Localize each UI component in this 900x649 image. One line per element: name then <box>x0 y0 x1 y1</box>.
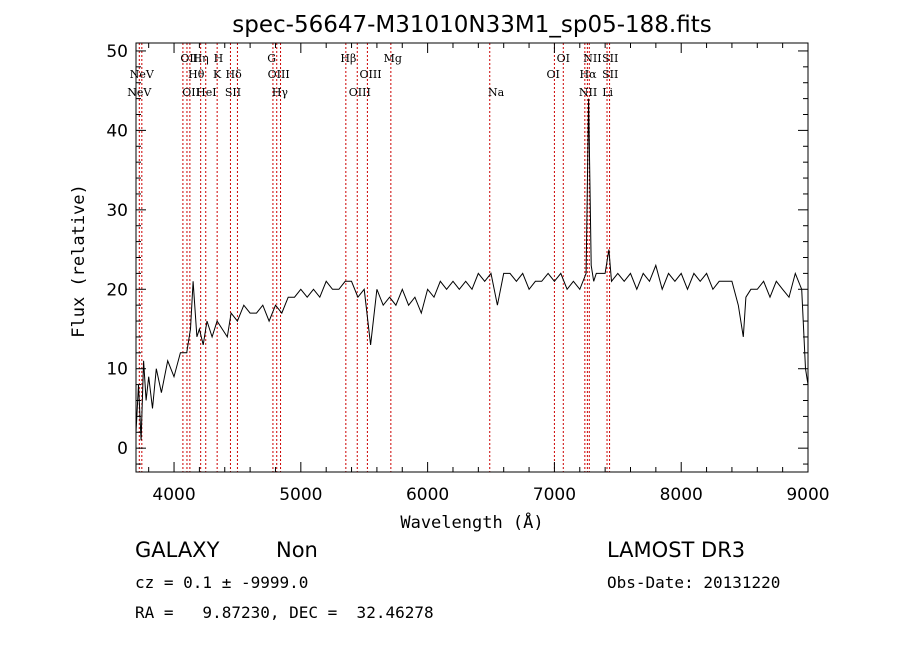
spectrum-line <box>135 98 809 441</box>
emission-line-label: Hη <box>193 52 209 65</box>
x-axis-label: Wavelength (Å) <box>400 511 543 533</box>
emission-line-label: G <box>267 52 276 65</box>
redshift-readout: cz = 0.1 ± -9999.0 <box>135 573 309 592</box>
emission-line-label: Na <box>488 86 505 99</box>
emission-line-label: OIII <box>360 68 382 81</box>
emission-line-label: Mg <box>384 52 402 65</box>
y-axis-label: Flux (relative) <box>69 184 89 338</box>
y-tick-label: 40 <box>106 121 128 141</box>
emission-line-label: OI <box>557 52 570 65</box>
x-tick-label: 6000 <box>406 485 449 505</box>
x-tick-label: 8000 <box>660 485 703 505</box>
chart-title: spec-56647-M31010N33M1_sp05-188.fits <box>232 12 711 38</box>
emission-line-label: NII <box>583 52 601 65</box>
x-tick-label: 9000 <box>786 485 829 505</box>
x-tick-label: 5000 <box>279 485 322 505</box>
y-tick-label: 10 <box>106 360 128 380</box>
y-tick-label: 20 <box>106 280 128 300</box>
object-type: GALAXY <box>135 538 220 562</box>
y-tick-label: 50 <box>106 42 128 62</box>
plot-frame <box>135 42 809 473</box>
emission-line-label: OII <box>180 52 198 65</box>
emission-line-label: NII <box>579 86 597 99</box>
emission-line-label: Hθ <box>188 68 205 81</box>
emission-line-label: NeV <box>127 86 152 99</box>
y-axis-ticks: 0 10 20 30 40 50 <box>106 42 808 465</box>
emission-line-label: OII <box>182 86 200 99</box>
emission-line-label: Hγ <box>272 86 289 99</box>
emission-line-markers <box>138 43 611 472</box>
emission-line-label: OI <box>546 68 559 81</box>
x-tick-label: 4000 <box>152 485 195 505</box>
emission-line-label: NeV <box>130 68 155 81</box>
emission-line-label: SII <box>602 68 618 81</box>
x-axis-ticks: 4000 5000 6000 7000 8000 9000 <box>148 43 830 505</box>
coordinates-readout: RA = 9.87230, DEC = 32.46278 <box>135 603 434 622</box>
emission-line-label: SII <box>225 86 241 99</box>
y-tick-label: 30 <box>106 201 128 221</box>
emission-line-label: OIII <box>349 86 371 99</box>
x-tick-label: 7000 <box>533 485 576 505</box>
object-subclass: Non <box>276 538 318 562</box>
survey-name: LAMOST DR3 <box>607 538 746 562</box>
emission-line-label: Hδ <box>226 68 243 81</box>
observation-date: Obs-Date: 20131220 <box>607 573 781 592</box>
emission-line-label: Li <box>602 86 613 99</box>
emission-line-label: HeI <box>196 86 216 99</box>
emission-line-label: OIII <box>268 68 290 81</box>
emission-line-label: K <box>213 68 222 81</box>
emission-line-label: SII <box>602 52 618 65</box>
emission-line-label: Hα <box>579 68 597 81</box>
y-tick-label: 0 <box>117 439 128 459</box>
emission-line-label: H <box>214 52 224 65</box>
emission-line-label: Hβ <box>340 52 356 65</box>
